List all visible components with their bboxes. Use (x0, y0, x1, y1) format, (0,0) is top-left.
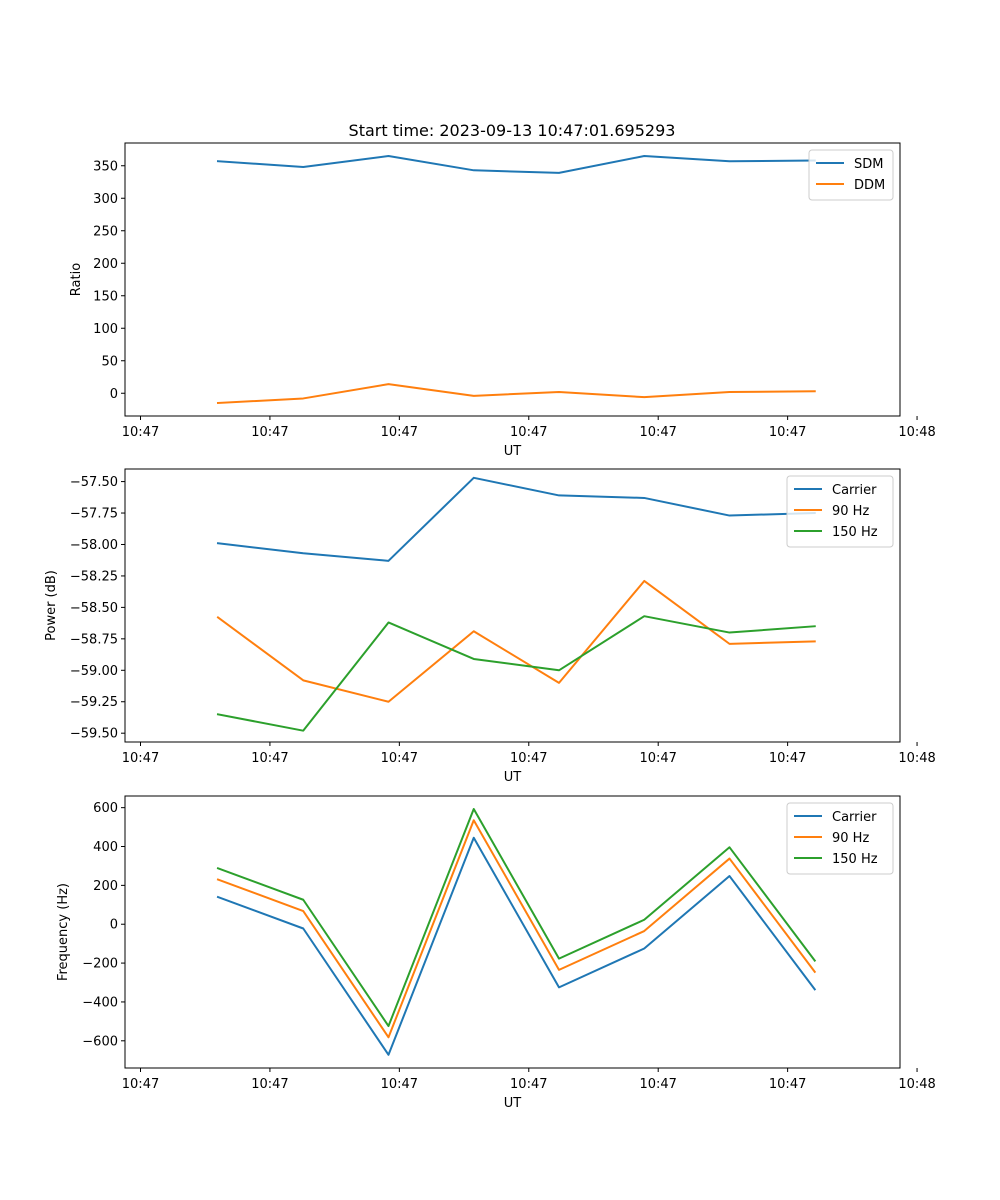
subplot-power: 10:47 10:47 10:47 10:47 10:47 10:47 10:48 −59.5… (44, 468, 936, 785)
frequency-legend-label: 90 Hz (832, 831, 869, 846)
subplot-ratio: 10:47 10:47 10:47 10:47 10:47 10:47 10:48 0 50 10… (69, 142, 936, 459)
power-y-tick-label: −59.25 (70, 695, 118, 710)
frequency-axes-frame (124, 795, 901, 1069)
frequency-series-carrier (216, 836, 817, 1056)
power-legend-label: 150 Hz (832, 525, 878, 540)
power-legend: Carrier 90 Hz 150 Hz (786, 475, 894, 548)
frequency-x-tick-label: 10:47 (381, 1077, 418, 1092)
power-y-tick-label: −58.75 (70, 632, 118, 647)
frequency-y-tick-label: 400 (93, 840, 118, 855)
ratio-y-tick-label: 350 (93, 159, 118, 174)
frequency-x-tick-label: 10:48 (898, 1077, 935, 1092)
ratio-legend-label: DDM (854, 178, 885, 193)
power-x-tick-label: 10:47 (381, 751, 418, 766)
frequency-x-tick-label: 10:47 (251, 1077, 288, 1092)
power-y-tick-label: −57.50 (70, 475, 118, 490)
ratio-y-tick-label: 300 (93, 192, 118, 207)
power-y-tick-label: −57.75 (70, 507, 118, 522)
ratio-y-tick-label: 100 (93, 322, 118, 337)
power-y-tick-label: −58.00 (70, 538, 118, 553)
ratio-series-sdm (216, 155, 816, 174)
frequency-x-tick-label: 10:47 (122, 1077, 159, 1092)
power-x-tick-label: 10:47 (639, 751, 676, 766)
power-x-tick-label: 10:47 (122, 751, 159, 766)
ratio-y-tick-label: 150 (93, 289, 118, 304)
power-x-tick-label: 10:47 (510, 751, 547, 766)
ratio-y-tick-label: 250 (93, 224, 118, 239)
power-y-tick-label: −59.00 (70, 664, 118, 679)
frequency-legend-label: Carrier (832, 810, 877, 825)
power-axes-frame (124, 468, 901, 743)
power-y-axis-label: Power (dB) (44, 570, 59, 641)
ratio-x-axis-label: UT (504, 444, 522, 459)
power-legend-label: Carrier (832, 483, 877, 498)
figure-title: Start time: 2023-09-13 10:47:01.695293 (349, 121, 676, 140)
frequency-y-axis-label: Frequency (Hz) (56, 883, 71, 981)
ratio-legend: SDM DDM (808, 149, 894, 201)
frequency-x-axis-label: UT (504, 1096, 522, 1111)
power-x-tick-label: 10:47 (251, 751, 288, 766)
ratio-x-tick-label: 10:47 (122, 425, 159, 440)
frequency-y-tick-label: −600 (82, 1034, 118, 1049)
frequency-legend: Carrier 90 Hz 150 Hz (786, 802, 894, 875)
ratio-y-tick-label: 200 (93, 257, 118, 272)
frequency-y-tick-label: 200 (93, 879, 118, 894)
frequency-y-tick-label: 600 (93, 801, 118, 816)
power-y-tick-label: −59.50 (70, 727, 118, 742)
frequency-y-tick-label: −200 (82, 957, 118, 972)
ratio-y-tick-label: 0 (110, 387, 118, 402)
frequency-y-tick-label: 0 (110, 918, 118, 933)
ratio-legend-label: SDM (854, 157, 883, 172)
ratio-x-tick-label: 10:47 (251, 425, 288, 440)
power-series-carrier (216, 476, 816, 562)
frequency-series-90-hz (216, 819, 817, 1039)
frequency-legend-box (786, 802, 894, 875)
power-y-tick-label: −58.50 (70, 601, 118, 616)
ratio-x-tick-label: 10:47 (639, 425, 676, 440)
ratio-axes-frame (124, 142, 901, 417)
frequency-series-150-hz (216, 808, 817, 1028)
power-y-tick-label: −58.25 (70, 569, 118, 584)
power-x-axis-label: UT (504, 770, 522, 785)
ratio-x-tick-label: 10:47 (381, 425, 418, 440)
power-series-150-hz (216, 615, 816, 732)
subplot-frequency: 10:47 10:47 10:47 10:47 10:47 10:47 10:48 −600 −… (56, 795, 936, 1111)
ratio-series-ddm (216, 383, 816, 405)
power-x-tick-label: 10:48 (898, 751, 935, 766)
power-legend-label: 90 Hz (832, 504, 869, 519)
ratio-x-tick-label: 10:47 (769, 425, 806, 440)
ratio-x-tick-label: 10:47 (510, 425, 547, 440)
ratio-x-tick-label: 10:48 (898, 425, 935, 440)
power-legend-box (786, 475, 894, 548)
ratio-y-tick-label: 50 (101, 354, 118, 369)
frequency-x-tick-label: 10:47 (769, 1077, 806, 1092)
power-series-90-hz (216, 579, 816, 703)
ratio-y-axis-label: Ratio (69, 263, 84, 296)
frequency-y-tick-label: −400 (82, 995, 118, 1010)
frequency-legend-label: 150 Hz (832, 852, 878, 867)
frequency-x-tick-label: 10:47 (510, 1077, 547, 1092)
frequency-x-tick-label: 10:47 (639, 1077, 676, 1092)
power-x-tick-label: 10:47 (769, 751, 806, 766)
